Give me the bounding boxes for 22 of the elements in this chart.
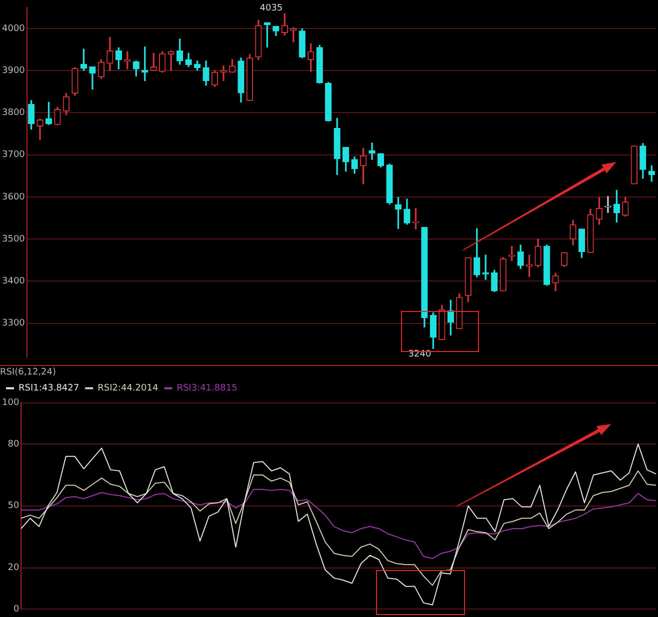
candlestick [168, 50, 174, 71]
annotation: 4035 [260, 4, 283, 14]
candlestick [604, 196, 612, 213]
y-tick-label: 50 [8, 501, 20, 512]
legend-label: RSI3:41.8815 [176, 384, 238, 394]
y-tick-label: 3600 [2, 192, 26, 202]
y-tick-label: 20 [8, 563, 20, 574]
y-tick-label: 100 [2, 398, 20, 408]
y-tick-label: 3500 [2, 234, 26, 244]
y-tick-label: 3700 [2, 150, 26, 160]
y-tick-label: 0 [13, 604, 20, 614]
candlestick [368, 142, 376, 160]
candlestick [220, 66, 227, 82]
legend-label: RSI1:43.8427 [18, 384, 80, 394]
y-tick-label: 80 [8, 439, 20, 450]
legend-label: RSI2:44.2014 [98, 384, 158, 394]
y-tick-label: 3400 [2, 276, 26, 287]
y-tick-label: 3900 [2, 66, 26, 76]
y-tick-label: 3800 [2, 108, 26, 118]
y-tick-label: 4000 [2, 24, 26, 34]
chart-title: RSI(6,12,24) [0, 368, 56, 378]
y-tick-label: 3300 [2, 318, 26, 329]
